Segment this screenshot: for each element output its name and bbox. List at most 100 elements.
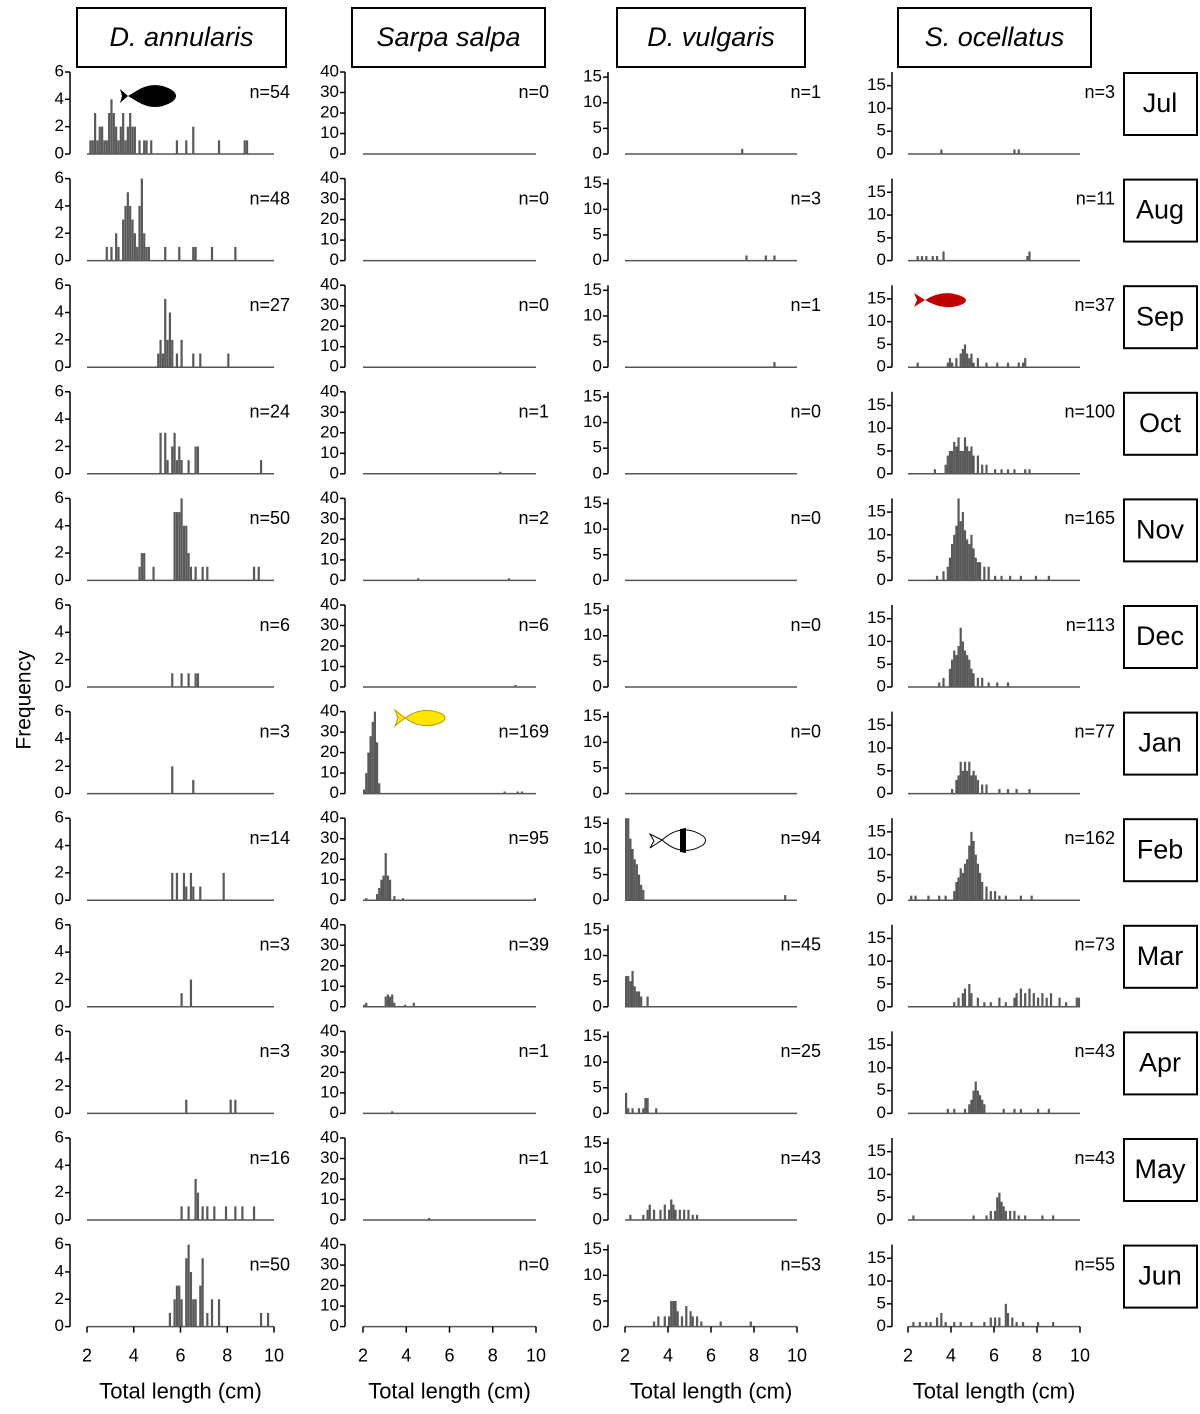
y-tick-label: 40 xyxy=(320,914,339,933)
bar xyxy=(367,753,369,794)
bar xyxy=(977,456,979,474)
y-tick-label: 5 xyxy=(593,971,602,990)
bar xyxy=(985,363,987,368)
y-tick-label: 6 xyxy=(55,701,64,720)
y-tick-label: 10 xyxy=(320,1082,339,1101)
bar xyxy=(955,882,957,900)
bar xyxy=(998,896,1000,901)
y-axis-label: Frequency xyxy=(13,650,36,750)
bar xyxy=(267,1313,269,1327)
bar xyxy=(171,873,173,900)
bar xyxy=(679,1210,681,1220)
bar xyxy=(1041,993,1043,1007)
bar xyxy=(176,460,178,474)
bar xyxy=(977,998,979,1007)
bar xyxy=(185,140,187,154)
bar xyxy=(1018,363,1020,368)
bar xyxy=(178,1286,180,1327)
bar xyxy=(949,669,951,687)
bar xyxy=(218,140,220,154)
bar xyxy=(176,1286,178,1327)
bar xyxy=(162,354,164,368)
y-tick-label: 5 xyxy=(877,1293,886,1312)
bar xyxy=(942,678,944,687)
bar xyxy=(171,673,173,687)
row-label: May xyxy=(1134,1154,1186,1184)
y-tick-label: 15 xyxy=(583,67,602,86)
y-tick-label: 4 xyxy=(55,409,64,428)
y-tick-label: 15 xyxy=(583,386,602,405)
bar xyxy=(966,446,968,473)
y-tick-label: 0 xyxy=(593,1209,602,1228)
bar xyxy=(973,1215,975,1220)
bar xyxy=(638,991,640,1006)
bar xyxy=(627,976,629,1007)
row-label: Jan xyxy=(1138,728,1182,758)
bar xyxy=(985,784,987,793)
y-tick-label: 15 xyxy=(867,1248,886,1267)
bar xyxy=(990,891,992,900)
bar xyxy=(1003,1109,1005,1114)
page: {"column_titles":["D. annularis","Sarpa … xyxy=(0,0,1200,1414)
bar xyxy=(372,722,374,794)
bar xyxy=(391,995,393,1007)
bar xyxy=(970,354,972,368)
y-tick-label: 10 xyxy=(867,98,886,117)
x-tick-label: 6 xyxy=(706,1345,716,1365)
bar xyxy=(979,1095,981,1113)
bar xyxy=(1022,1322,1024,1327)
bar xyxy=(122,113,124,154)
bar xyxy=(227,354,229,368)
bar xyxy=(1005,1002,1007,1007)
bar xyxy=(968,984,970,1007)
bar xyxy=(949,358,951,367)
bar xyxy=(1050,993,1052,1007)
y-tick-label: 0 xyxy=(330,143,339,162)
y-tick-label: 5 xyxy=(877,1080,886,1099)
sample-size: n=3 xyxy=(790,188,821,208)
y-tick-label: 0 xyxy=(877,1209,886,1228)
y-tick-label: 5 xyxy=(877,867,886,886)
bar xyxy=(246,140,248,154)
y-tick-label: 0 xyxy=(593,463,602,482)
bar xyxy=(942,571,944,580)
sample-size: n=43 xyxy=(780,1148,821,1168)
bar xyxy=(917,256,919,261)
bar xyxy=(919,1322,921,1327)
bar xyxy=(387,995,389,1007)
y-tick-label: 0 xyxy=(55,143,64,162)
bar xyxy=(914,896,916,901)
bar xyxy=(996,1197,998,1220)
bar xyxy=(657,1316,659,1326)
bar xyxy=(664,1316,666,1326)
bar xyxy=(1007,682,1009,687)
bar xyxy=(642,1108,644,1113)
y-tick-label: 6 xyxy=(55,914,64,933)
bar xyxy=(1052,1215,1054,1220)
y-tick-label: 30 xyxy=(320,189,339,208)
bar xyxy=(176,140,178,154)
bar xyxy=(143,233,145,260)
y-tick-label: 5 xyxy=(877,1187,886,1206)
bar xyxy=(960,521,962,580)
bar xyxy=(94,113,96,154)
bar xyxy=(773,362,775,367)
bar xyxy=(647,997,649,1007)
y-tick-label: 10 xyxy=(320,230,339,249)
bar xyxy=(966,539,968,580)
bar xyxy=(957,646,959,687)
bar xyxy=(953,1002,955,1007)
bar xyxy=(983,567,985,581)
bar xyxy=(211,247,213,261)
y-tick-label: 0 xyxy=(593,676,602,695)
y-tick-label: 30 xyxy=(320,1148,339,1167)
bar xyxy=(996,363,998,368)
bar xyxy=(402,898,404,900)
bar xyxy=(977,358,979,367)
bar xyxy=(994,469,996,474)
y-tick-label: 40 xyxy=(320,168,339,187)
y-tick-label: 2 xyxy=(55,329,64,348)
x-tick-label: 8 xyxy=(488,1345,498,1365)
bar xyxy=(925,1322,927,1327)
bar xyxy=(499,472,501,474)
